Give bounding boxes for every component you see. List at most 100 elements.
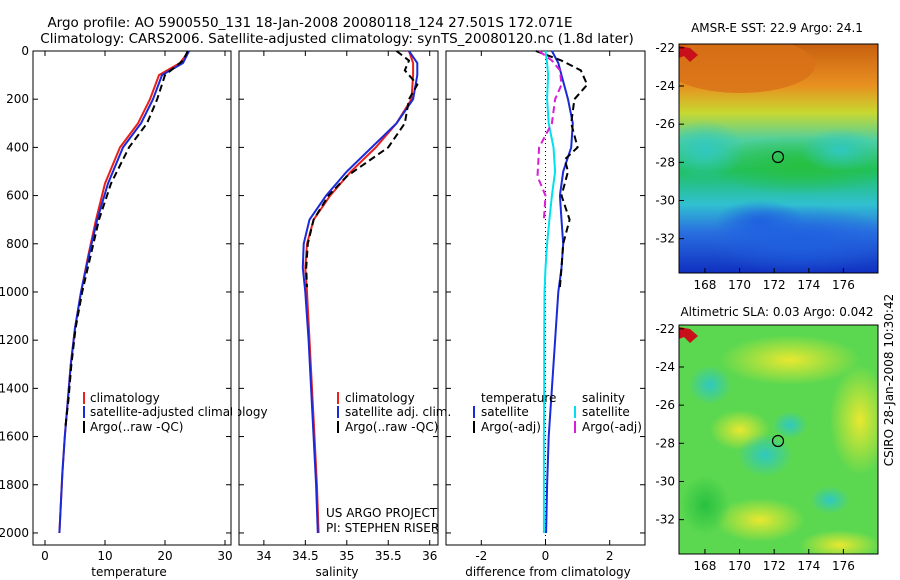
- x-tick-label: 10: [97, 549, 112, 563]
- sla-cyan-patch: [810, 486, 850, 514]
- map-y-tick-label: -24: [655, 360, 675, 374]
- legend-label-satellite-adj: satellite adj. clim.: [345, 405, 451, 419]
- island-coastline: [679, 327, 698, 343]
- y-tick-label: 1400: [0, 381, 29, 395]
- legend-label-climatology: climatology: [345, 391, 415, 405]
- map-y-tick-label: -26: [655, 117, 675, 131]
- sla-yellow-patch: [800, 530, 878, 554]
- series-line-salinity-satellite: [542, 50, 557, 533]
- axes-layer: 0 10 20 30020040060080010001200140016001800…: [0, 44, 645, 563]
- x-tick-label: 35.5: [375, 549, 402, 563]
- y-tick-label: 1000: [0, 285, 29, 299]
- sla-cyan-patch: [737, 433, 793, 477]
- x-tick-label: 0: [542, 549, 550, 563]
- y-tick-label: 1200: [0, 333, 29, 347]
- salinity-xlabel: salinity: [315, 565, 358, 579]
- temperature-legend: climatology satellite-adjusted climatolo…: [83, 391, 268, 434]
- legend-header-salinity: salinity: [582, 391, 625, 405]
- legend-label-argo: Argo(..raw -QC): [90, 420, 183, 434]
- y-tick-label: 800: [6, 237, 29, 251]
- legend-label-sal-satellite: satellite: [582, 405, 630, 419]
- y-tick-label: 400: [6, 140, 29, 154]
- y-tick-label: 1800: [0, 478, 29, 492]
- sla-map-image: [679, 325, 878, 554]
- legend-clip-cover: [232, 380, 238, 440]
- sla-yellow-patch: [715, 498, 805, 542]
- island-coastline: [679, 46, 698, 62]
- figure-title-line1: Argo profile: AO 5900550_131 18-Jan-2008…: [47, 15, 572, 31]
- sst-map-title: AMSR-E SST: 22.9 Argo: 24.1: [691, 21, 863, 35]
- side-timestamp-label: CSIRO 28-Jan-2008 10:30:42: [882, 294, 896, 466]
- x-tick-label: 34.5: [292, 549, 319, 563]
- x-tick-label: 20: [157, 549, 172, 563]
- sla-map-title: Altimetric SLA: 0.03 Argo: 0.042: [680, 305, 873, 319]
- temperature-panel-frame: [32, 50, 232, 546]
- salinity-panel-frame: [238, 50, 439, 546]
- x-tick-label: 30: [217, 549, 232, 563]
- y-tick-label: 2000: [0, 526, 29, 540]
- sst-blue-patch: [715, 200, 805, 244]
- x-tick-label: 36: [422, 549, 437, 563]
- difference-legend: temperature salinity satellite Argo(-adj…: [473, 391, 642, 434]
- legend-label-climatology: climatology: [90, 391, 160, 405]
- legend-label-temp-argo: Argo(-adj): [481, 420, 541, 434]
- sla-green-patch: [680, 475, 730, 535]
- sst-cyan-patch: [679, 120, 745, 180]
- map-y-tick-label: -24: [655, 79, 675, 93]
- sst-map-image: [679, 44, 878, 273]
- series-line-temperature-satellite: [545, 50, 574, 534]
- sla-yellow-patch: [720, 335, 860, 385]
- lines-layer: [58, 50, 589, 534]
- legend-label-sal-argo: Argo(-adj): [582, 420, 642, 434]
- series-line-salinity-argo-adj-: [536, 50, 563, 220]
- x-tick-label: 34: [256, 549, 271, 563]
- float-position-marker: [771, 150, 785, 164]
- x-tick-label: 35: [339, 549, 354, 563]
- map-x-tick-label: 172: [763, 278, 786, 292]
- sla-map-frame: [678, 324, 879, 555]
- map-x-tick-label: 170: [728, 278, 751, 292]
- legend-label-temp-satellite: satellite: [481, 405, 529, 419]
- series-line-climatology: [58, 50, 190, 534]
- sla-cyan-patch: [772, 411, 808, 439]
- x-tick-label: 2: [606, 549, 614, 563]
- sla-cyan-patch: [688, 365, 732, 405]
- series-line-satellite-adj-clim-: [301, 50, 419, 534]
- map-y-tick-label: -22: [655, 322, 675, 336]
- figure-title-line2: Climatology: CARS2006. Satellite-adjuste…: [40, 31, 633, 47]
- map-x-tick-label: 174: [797, 278, 820, 292]
- series-line-argo-raw-qc-: [305, 50, 419, 288]
- series-line-satellite-adjusted-climatology: [58, 50, 190, 534]
- map-y-tick-label: -32: [655, 513, 675, 527]
- map-x-tick-label: 176: [832, 278, 855, 292]
- map-x-tick-label: 168: [694, 559, 717, 573]
- project-note-line2: PI: STEPHEN RISER: [326, 521, 439, 535]
- temperature-xlabel: temperature: [91, 565, 166, 579]
- project-note-line1: US ARGO PROJECT: [326, 506, 438, 520]
- y-tick-label: 0: [21, 44, 29, 58]
- map-y-tick-label: -22: [655, 41, 675, 55]
- map-x-tick-label: 170: [728, 559, 751, 573]
- map-y-tick-label: -30: [655, 474, 675, 488]
- sst-cyan-patch: [800, 128, 878, 172]
- float-position-marker: [771, 434, 785, 448]
- map-axes-layer: 168 170 172 174 176 -22 -24 -26 -28 -30 -32 168 170 1…: [655, 41, 854, 573]
- sst-map-frame: [678, 43, 879, 274]
- y-tick-label: 600: [6, 189, 29, 203]
- legend-label-argo: Argo(..raw -QC): [345, 420, 438, 434]
- x-tick-label: 0: [41, 549, 49, 563]
- y-tick-label: 200: [6, 92, 29, 106]
- x-tick-label: -2: [475, 549, 487, 563]
- map-y-tick-label: -26: [655, 398, 675, 412]
- difference-xlabel: difference from climatology: [465, 565, 631, 579]
- map-x-tick-label: 176: [832, 559, 855, 573]
- map-y-tick-label: -28: [655, 436, 675, 450]
- map-y-tick-label: -32: [655, 232, 675, 246]
- map-y-tick-label: -28: [655, 155, 675, 169]
- map-x-tick-label: 172: [763, 559, 786, 573]
- sst-warm-patch: [679, 44, 815, 93]
- legend-header-temperature: temperature: [481, 391, 556, 405]
- map-x-tick-label: 174: [797, 559, 820, 573]
- map-y-tick-label: -30: [655, 193, 675, 207]
